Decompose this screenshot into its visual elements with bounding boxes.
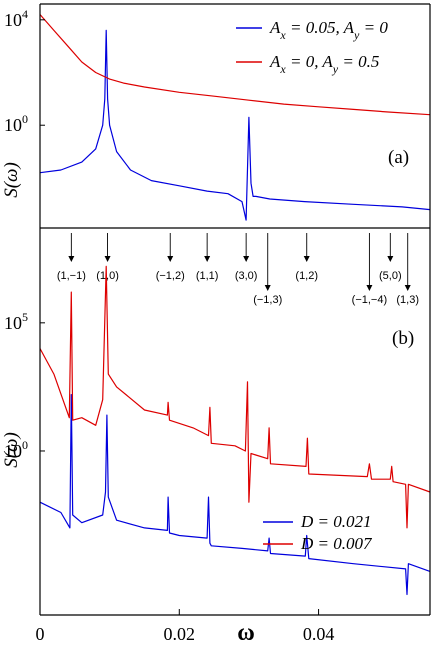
legend-entry-a-1: Ax = 0, Ay = 0.5 xyxy=(269,52,379,76)
x-tick-label-panel-b-1: 0.02 xyxy=(164,624,196,644)
annotation-band: (1,−1) (1,0) (−1,2) (1,1) (3,0) (−1,3) (1,2) (−… xyxy=(57,233,419,306)
y-tick-label-panel-a-0: 104 xyxy=(4,7,28,30)
annotation-label-6: (1,2) xyxy=(295,270,318,282)
annotation-arrowhead-2 xyxy=(167,256,174,262)
panel-label-panel-a: (a) xyxy=(388,147,409,168)
annotation-label-0: (1,−1) xyxy=(57,270,86,282)
panel-b: 105 100 0 0.02 0.04 S(ω) ω (b) D = 0.021 D = 0.00… xyxy=(1,228,431,646)
annotation-arrowhead-5 xyxy=(264,285,271,291)
annotation-label-5: (−1,3) xyxy=(253,294,282,306)
legend-entry-b-1: D = 0.007 xyxy=(300,534,373,553)
panel-label-panel-b: (b) xyxy=(392,328,414,349)
y-tick-label-panel-b-1: 100 xyxy=(4,438,28,461)
y-tick-label-panel-a-1: 100 xyxy=(4,112,28,135)
y-tick-label-panel-b-0: 105 xyxy=(4,310,28,333)
series-line-panel-a-1 xyxy=(39,14,431,116)
annotation-label-2: (−1,2) xyxy=(156,270,185,282)
annotation-arrowhead-9 xyxy=(404,285,411,291)
annotation-label-4: (3,0) xyxy=(235,270,258,282)
x-axis-label-panel-b: ω xyxy=(237,620,255,646)
y-axis-label-panel-a: S(ω) xyxy=(1,162,22,198)
annotation-arrowhead-7 xyxy=(366,285,373,291)
x-tick-label-panel-b-2: 0.04 xyxy=(303,624,335,644)
annotation-label-9: (1,3) xyxy=(396,294,419,306)
panel-a: 104 100 S(ω) (a) Ax = 0.05, Ay = 0 Ax = 0, Ay… xyxy=(1,3,431,228)
annotation-arrowhead-0 xyxy=(68,256,75,262)
annotation-label-3: (1,1) xyxy=(196,270,219,282)
annotation-label-1: (1,0) xyxy=(96,270,119,282)
annotation-label-8: (5,0) xyxy=(379,270,402,282)
annotation-label-7: (−1,−4) xyxy=(352,294,387,306)
x-tick-label-panel-b-0: 0 xyxy=(36,624,45,644)
legend-entry-b-0: D = 0.021 xyxy=(300,512,372,531)
annotation-arrowhead-6 xyxy=(303,256,310,262)
annotation-arrowhead-8 xyxy=(387,256,394,262)
annotation-arrowhead-4 xyxy=(243,256,250,262)
series-line-panel-a-0 xyxy=(39,29,431,221)
series-line-panel-b-1 xyxy=(39,265,431,529)
series-line-panel-b-0 xyxy=(39,394,431,596)
annotation-arrowhead-3 xyxy=(204,256,211,262)
legend-entry-a-0: Ax = 0.05, Ay = 0 xyxy=(269,18,388,42)
y-axis-label-panel-b: S(ω) xyxy=(1,432,22,468)
annotation-arrowhead-1 xyxy=(104,256,111,262)
